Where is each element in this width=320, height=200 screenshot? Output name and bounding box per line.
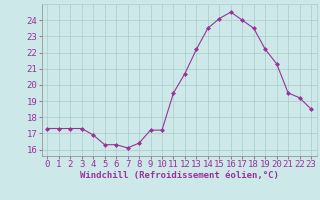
X-axis label: Windchill (Refroidissement éolien,°C): Windchill (Refroidissement éolien,°C) [80,171,279,180]
